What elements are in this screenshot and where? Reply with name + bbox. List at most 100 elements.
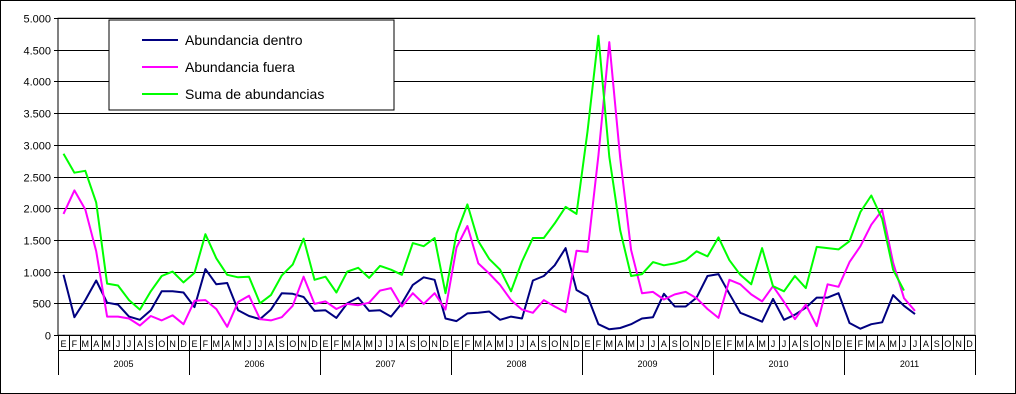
y-tick-label: 1.000 [23, 268, 51, 280]
y-tick-label: 4.500 [23, 46, 51, 58]
x-month-label: O [944, 339, 951, 349]
legend-label-dentro: Abundancia dentro [185, 32, 303, 48]
x-month-label: F [203, 339, 209, 349]
x-month-label: J [913, 339, 918, 349]
x-month-label: M [234, 339, 242, 349]
x-year-label: 2005 [113, 359, 133, 369]
x-month-label: E [584, 339, 590, 349]
x-month-label: O [813, 339, 820, 349]
x-month-label: N [955, 339, 962, 349]
x-month-label: J [258, 339, 263, 349]
x-month-label: J [127, 339, 132, 349]
x-month-label: F [858, 339, 864, 349]
x-month-label: A [748, 339, 754, 349]
x-year-label: 2008 [506, 359, 526, 369]
y-tick-label: 4.000 [23, 77, 51, 89]
x-month-label: F [465, 339, 471, 349]
x-month-label: A [93, 339, 99, 349]
x-year-label: 2007 [375, 359, 395, 369]
x-month-label: S [541, 339, 547, 349]
x-month-label: A [530, 339, 536, 349]
x-month-label: E [846, 339, 852, 349]
x-month-label: J [640, 339, 645, 349]
x-month-label: M [889, 339, 897, 349]
y-tick-label: 1.500 [23, 236, 51, 248]
x-month-label: N [169, 339, 176, 349]
x-month-label: S [934, 339, 940, 349]
y-tick-label: 3.000 [23, 141, 51, 153]
x-month-label: M [475, 339, 483, 349]
x-month-label: A [879, 339, 885, 349]
x-month-label: N [824, 339, 831, 349]
x-month-label: A [224, 339, 230, 349]
y-tick-label: 3.500 [23, 109, 51, 121]
x-month-label: M [606, 339, 614, 349]
x-month-label: M [737, 339, 745, 349]
x-month-label: E [322, 339, 328, 349]
x-year-label: 2010 [768, 359, 788, 369]
y-axis: 0 500 1.000 1.500 2.000 2.500 3.000 3.500 4.000 4… [23, 14, 59, 343]
x-month-label: S [148, 339, 154, 349]
x-month-label: E [715, 339, 721, 349]
x-year-label: 2006 [244, 359, 264, 369]
x-month-label: E [60, 339, 66, 349]
x-month-label: D [311, 339, 318, 349]
series-line-1 [62, 247, 916, 331]
x-month-label: A [923, 339, 929, 349]
x-month-label: M [627, 339, 635, 349]
x-month-label: F [727, 339, 733, 349]
x-month-label: D [442, 339, 449, 349]
x-month-label: J [509, 339, 514, 349]
x-month-label: J [247, 339, 252, 349]
legend: Abundancia dentro Abundancia fuera Suma … [108, 19, 395, 111]
x-month-label: D [573, 339, 580, 349]
x-month-label: O [551, 339, 558, 349]
x-month-label: M [496, 339, 504, 349]
x-month-label: N [431, 339, 438, 349]
x-month-label: A [268, 339, 274, 349]
x-month-label: J [651, 339, 656, 349]
x-month-label: D [180, 339, 187, 349]
legend-label-suma: Suma de abundancias [185, 86, 324, 102]
x-month-label: M [758, 339, 766, 349]
x-month-label: E [191, 339, 197, 349]
x-month-label: M [82, 339, 90, 349]
y-tick-label: 2.000 [23, 204, 51, 216]
x-month-label: A [661, 339, 667, 349]
x-month-label: F [334, 339, 340, 349]
x-month-label: J [389, 339, 394, 349]
y-tick-label: 5.000 [23, 14, 51, 26]
x-month-label: D [835, 339, 842, 349]
x-month-label: M [868, 339, 876, 349]
x-month-label: J [378, 339, 383, 349]
x-month-label: A [486, 339, 492, 349]
x-month-label: O [158, 339, 165, 349]
x-month-label: M [213, 339, 221, 349]
x-month-label: F [72, 339, 78, 349]
x-month-label: N [693, 339, 700, 349]
x-month-label: J [902, 339, 907, 349]
x-year-label: 2011 [900, 359, 919, 369]
x-month-label: O [289, 339, 296, 349]
x-month-label: E [453, 339, 459, 349]
x-month-label: J [782, 339, 787, 349]
x-month-label: J [520, 339, 525, 349]
y-tick-label: 0 [45, 331, 51, 343]
x-month-label: S [803, 339, 809, 349]
x-month-label: J [771, 339, 776, 349]
x-month-label: J [116, 339, 121, 349]
x-month-label: D [704, 339, 711, 349]
x-month-label: A [792, 339, 798, 349]
x-month-label: A [355, 339, 361, 349]
x-month-label: O [682, 339, 689, 349]
x-month-label: S [410, 339, 416, 349]
x-month-label: D [966, 339, 973, 349]
y-tick-label: 2.500 [23, 173, 51, 185]
x-month-label: M [344, 339, 352, 349]
x-month-label: O [420, 339, 427, 349]
series-line-3 [62, 34, 905, 311]
x-month-label: A [137, 339, 143, 349]
series-lines [62, 34, 916, 331]
